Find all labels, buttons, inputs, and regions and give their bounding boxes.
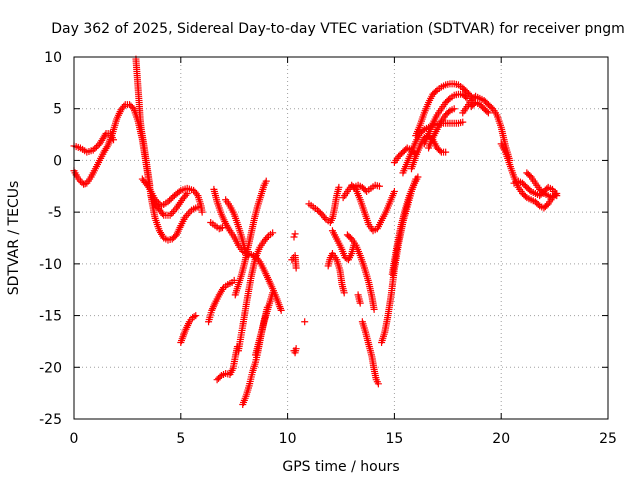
data-point bbox=[459, 118, 467, 126]
x-tick-labels: 0 5 10 15 20 25 bbox=[70, 431, 617, 447]
data-point bbox=[291, 230, 299, 238]
data-point bbox=[198, 208, 206, 216]
data-point bbox=[92, 143, 100, 151]
data-point bbox=[143, 182, 151, 190]
data-point bbox=[484, 109, 492, 117]
y-tick-label: -5 bbox=[48, 205, 62, 221]
data-point bbox=[190, 313, 198, 321]
data-point bbox=[269, 229, 277, 237]
data-point bbox=[356, 299, 364, 307]
x-tick-label: 15 bbox=[385, 431, 403, 447]
data-point bbox=[175, 188, 183, 196]
y-tick-label: -10 bbox=[39, 257, 62, 273]
data-point bbox=[442, 148, 450, 156]
y-tick-labels: -25 -20 -15 -10 -5 0 5 10 bbox=[39, 50, 62, 428]
data-point bbox=[436, 147, 444, 155]
data-point bbox=[262, 177, 270, 185]
data-point bbox=[110, 136, 118, 144]
data-point bbox=[263, 234, 271, 242]
data-point bbox=[169, 208, 177, 216]
data-point bbox=[375, 182, 383, 190]
data-point bbox=[521, 192, 529, 200]
axis-ticks bbox=[73, 56, 609, 420]
y-tick-label: -20 bbox=[39, 360, 62, 376]
data-point bbox=[120, 102, 128, 110]
data-point bbox=[548, 194, 556, 202]
data-point bbox=[166, 196, 174, 204]
data-point bbox=[192, 312, 200, 320]
x-tick-label: 5 bbox=[176, 431, 185, 447]
y-tick-label: 0 bbox=[53, 153, 62, 169]
chart-title: Day 362 of 2025, Sidereal Day-to-day VTE… bbox=[51, 21, 625, 37]
data-point bbox=[335, 183, 343, 191]
data-points bbox=[70, 55, 561, 409]
data-point bbox=[432, 87, 440, 95]
data-point bbox=[553, 192, 561, 200]
data-point bbox=[370, 305, 378, 313]
x-tick-label: 20 bbox=[492, 431, 510, 447]
plot-frame bbox=[73, 56, 609, 420]
x-tick-label: 0 bbox=[70, 431, 79, 447]
data-point bbox=[182, 191, 190, 199]
y-tick-label: 10 bbox=[44, 50, 62, 66]
x-tick-label: 25 bbox=[599, 431, 617, 447]
data-point bbox=[192, 190, 200, 198]
data-point bbox=[538, 188, 546, 196]
data-point bbox=[463, 94, 471, 102]
data-point bbox=[216, 373, 224, 381]
data-point bbox=[340, 289, 348, 297]
data-point bbox=[164, 198, 172, 206]
data-point bbox=[450, 105, 458, 113]
y-tick-label: -25 bbox=[39, 412, 62, 428]
data-point bbox=[292, 264, 300, 272]
data-point bbox=[445, 108, 453, 116]
y-tick-label: 5 bbox=[53, 102, 62, 118]
data-point bbox=[445, 96, 453, 104]
y-tick-label: -15 bbox=[39, 309, 62, 325]
data-point bbox=[183, 190, 191, 198]
data-point bbox=[168, 209, 176, 217]
data-point bbox=[291, 349, 299, 357]
data-point bbox=[101, 131, 109, 139]
data-point bbox=[167, 195, 175, 203]
x-axis-label: GPS time / hours bbox=[282, 459, 399, 475]
data-point bbox=[290, 233, 298, 241]
grid-lines bbox=[74, 57, 608, 419]
data-point bbox=[321, 214, 329, 222]
data-point bbox=[414, 173, 422, 181]
data-point bbox=[269, 289, 277, 297]
data-point bbox=[158, 210, 166, 218]
data-point bbox=[91, 145, 99, 153]
data-point bbox=[277, 306, 285, 314]
data-point bbox=[374, 380, 382, 388]
data-point bbox=[89, 146, 97, 154]
x-tick-label: 10 bbox=[279, 431, 297, 447]
data-point bbox=[462, 93, 470, 101]
data-point bbox=[526, 186, 534, 194]
data-point bbox=[534, 201, 542, 209]
data-point bbox=[419, 127, 427, 135]
data-point bbox=[184, 210, 192, 218]
data-point bbox=[390, 187, 398, 195]
data-point bbox=[301, 318, 309, 326]
data-point bbox=[483, 107, 491, 115]
y-axis-label: SDTVAR / TECUs bbox=[6, 181, 22, 296]
data-point bbox=[76, 177, 84, 185]
